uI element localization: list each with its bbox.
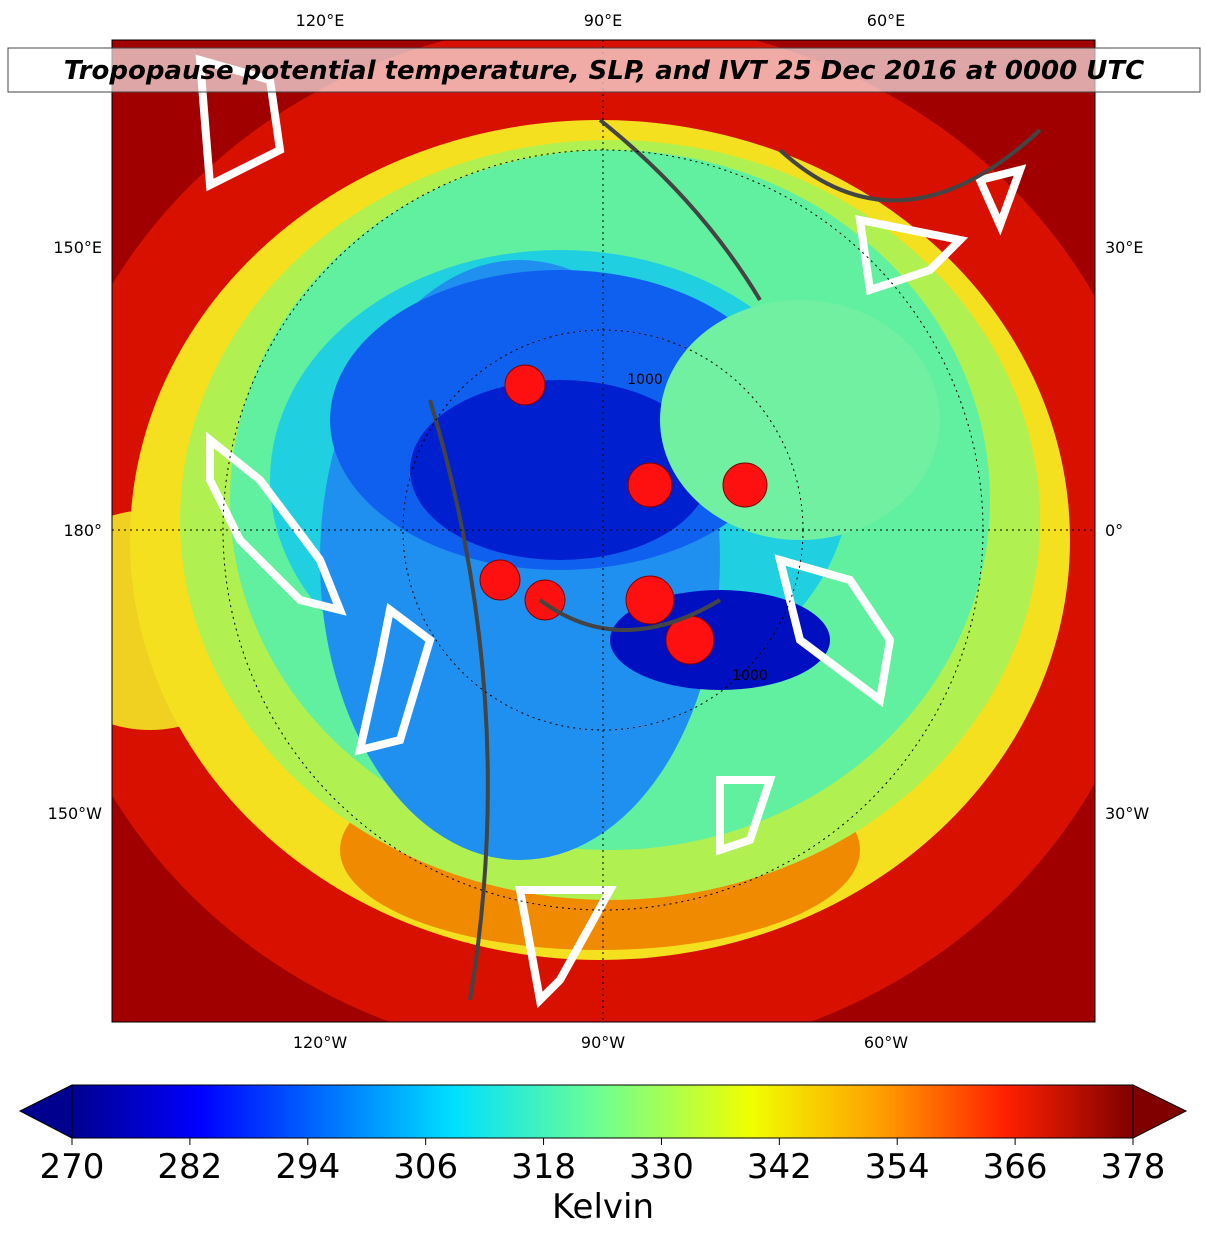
lon-label: 0° bbox=[1105, 521, 1123, 540]
lon-label: 150°E bbox=[53, 238, 102, 257]
colorbar-extend-low bbox=[18, 1084, 73, 1139]
colorbar-tick-label: 294 bbox=[275, 1147, 340, 1187]
contour-label: 1000 bbox=[732, 668, 768, 684]
colorbar-tick-label: 366 bbox=[983, 1147, 1048, 1187]
colorbar-extend-high bbox=[1132, 1084, 1188, 1139]
colorbar-tick-label: 330 bbox=[629, 1147, 694, 1187]
lon-label: 120°W bbox=[293, 1033, 348, 1052]
lon-label: 180° bbox=[63, 521, 102, 540]
map-frame bbox=[111, 39, 1096, 1023]
colorbar-tick-label: 354 bbox=[865, 1147, 930, 1187]
lon-label: 90°E bbox=[584, 11, 622, 30]
colorbar-tick-label: 270 bbox=[40, 1147, 105, 1187]
lon-label: 90°W bbox=[581, 1033, 625, 1052]
lon-label: 120°E bbox=[296, 11, 345, 30]
lon-label: 60°W bbox=[864, 1033, 908, 1052]
colorbar-tick-label: 378 bbox=[1101, 1147, 1166, 1187]
colorbar-tick-label: 282 bbox=[157, 1147, 222, 1187]
lon-label: 30°W bbox=[1105, 804, 1149, 823]
map-field bbox=[112, 40, 1095, 1022]
colorbar bbox=[71, 1084, 1134, 1139]
title: Tropopause potential temperature, SLP, a… bbox=[64, 56, 1144, 86]
lon-label: 150°W bbox=[48, 804, 103, 823]
colorbar-label: Kelvin bbox=[552, 1187, 654, 1227]
lon-label: 60°E bbox=[867, 11, 905, 30]
colorbar-tick-label: 306 bbox=[393, 1147, 458, 1187]
colorbar-tick-label: 318 bbox=[511, 1147, 576, 1187]
lon-label: 30°E bbox=[1105, 238, 1143, 257]
colorbar-tick-label: 342 bbox=[747, 1147, 812, 1187]
contour-label: 1000 bbox=[627, 372, 663, 388]
title-box bbox=[7, 47, 1201, 93]
